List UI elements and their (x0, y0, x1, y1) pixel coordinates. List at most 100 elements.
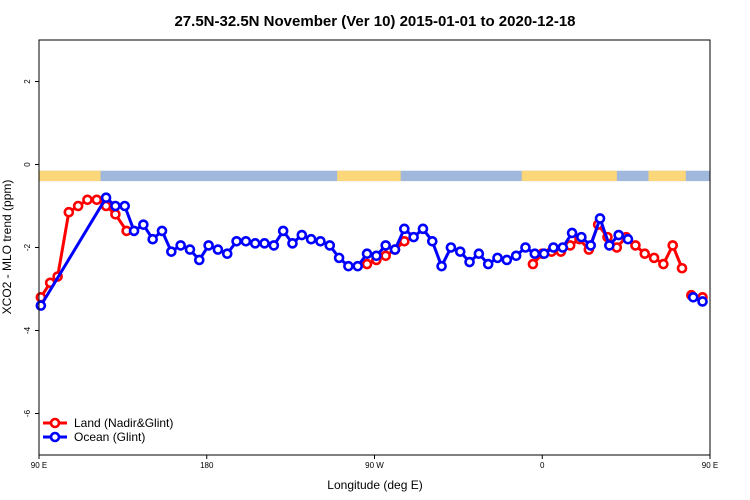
data-point (100, 192, 112, 203)
data-point (426, 235, 438, 247)
data-point (380, 250, 391, 262)
data-point (91, 194, 103, 206)
data-point (119, 200, 131, 212)
data-point (249, 238, 261, 249)
x-tick-label: 180 (200, 461, 214, 470)
data-point (361, 248, 373, 260)
data-point (380, 240, 391, 251)
surface-strip (39, 170, 710, 182)
land-strip-segment (648, 170, 686, 182)
data-point (585, 240, 597, 251)
x-axis-label: Longitude (deg E) (327, 478, 422, 492)
data-point (389, 244, 401, 255)
data-point (639, 248, 651, 260)
data-point (548, 242, 559, 253)
data-point (110, 209, 121, 220)
data-point (622, 233, 634, 245)
data-point (212, 244, 224, 255)
data-point (166, 246, 177, 257)
data-point (399, 223, 410, 235)
data-point (510, 250, 522, 262)
data-point (315, 235, 326, 247)
data-point (231, 235, 242, 247)
data-point (268, 240, 280, 251)
data-point (371, 250, 382, 262)
legend-marker (49, 431, 61, 443)
data-point (305, 233, 317, 245)
data-point (529, 248, 541, 260)
y-tick-label: -2 (23, 243, 32, 251)
y-tick-label: 0 (23, 162, 32, 167)
data-point (473, 248, 485, 260)
data-point (454, 246, 466, 257)
data-point (408, 231, 419, 243)
data-point (333, 252, 345, 264)
data-point (110, 200, 121, 212)
chart-title: 27.5N-32.5N November (Ver 10) 2015-01-01… (174, 13, 575, 30)
data-point (352, 260, 364, 272)
data-point (604, 240, 615, 251)
x-tick-label: 90 W (365, 461, 384, 470)
data-point (566, 227, 578, 239)
data-point (501, 254, 513, 266)
data-point (324, 240, 336, 251)
data-point (464, 256, 475, 268)
series-layer (35, 192, 708, 311)
data-point (594, 213, 606, 224)
x-tick-label: 90 E (702, 461, 718, 470)
data-point (259, 238, 270, 249)
data-point (35, 300, 47, 311)
data-point (630, 240, 641, 251)
data-point (658, 258, 669, 270)
legend-item: Ocean (Glint) (43, 430, 145, 444)
data-point (128, 225, 140, 237)
x-axis: 90 E 180 90 W 0 90 E (31, 455, 718, 470)
y-tick-label: -6 (23, 409, 32, 417)
data-point (613, 229, 624, 241)
land-strip-segment (39, 170, 101, 182)
land-strip-segment (395, 170, 401, 182)
data-point (527, 258, 539, 270)
land-strip-segment (521, 170, 617, 182)
legend-label: Land (Nadir&Glint) (74, 416, 173, 430)
x-tick-label: 0 (540, 461, 545, 470)
data-point (361, 258, 373, 270)
data-point (687, 291, 699, 303)
data-point (82, 194, 93, 206)
legend-marker (49, 417, 61, 429)
data-point (221, 248, 233, 260)
data-point (175, 240, 186, 251)
data-point (277, 225, 289, 237)
data-point (520, 242, 531, 253)
y-tick-label: 2 (23, 79, 32, 84)
data-point (156, 225, 168, 237)
data-point (576, 231, 587, 243)
y-axis-label: XCO2 - MLO trend (ppm) (0, 180, 14, 315)
data-point (203, 240, 214, 251)
data-point (287, 238, 298, 249)
legend-label: Ocean (Glint) (74, 430, 145, 444)
y-axis: 2 0 -2 -4 -6 (23, 79, 39, 417)
data-point (147, 233, 158, 245)
data-point (72, 200, 84, 212)
legend-item: Land (Nadir&Glint) (43, 416, 173, 430)
data-point (184, 244, 196, 255)
data-point (343, 260, 354, 272)
y-tick-label: -4 (23, 326, 32, 334)
data-point (63, 206, 75, 218)
data-point (240, 235, 252, 247)
data-point (557, 242, 569, 253)
data-point (445, 242, 457, 253)
data-point (538, 248, 550, 260)
data-point (436, 260, 447, 272)
x-tick-label: 90 E (31, 461, 47, 470)
land-strip-segment (337, 170, 401, 182)
data-point (417, 223, 429, 235)
data-point (676, 262, 688, 274)
data-point (482, 258, 494, 270)
data-point (667, 240, 679, 251)
data-point (648, 252, 660, 264)
series-ocean (35, 192, 708, 311)
legend: Land (Nadir&Glint)Ocean (Glint) (43, 416, 173, 444)
